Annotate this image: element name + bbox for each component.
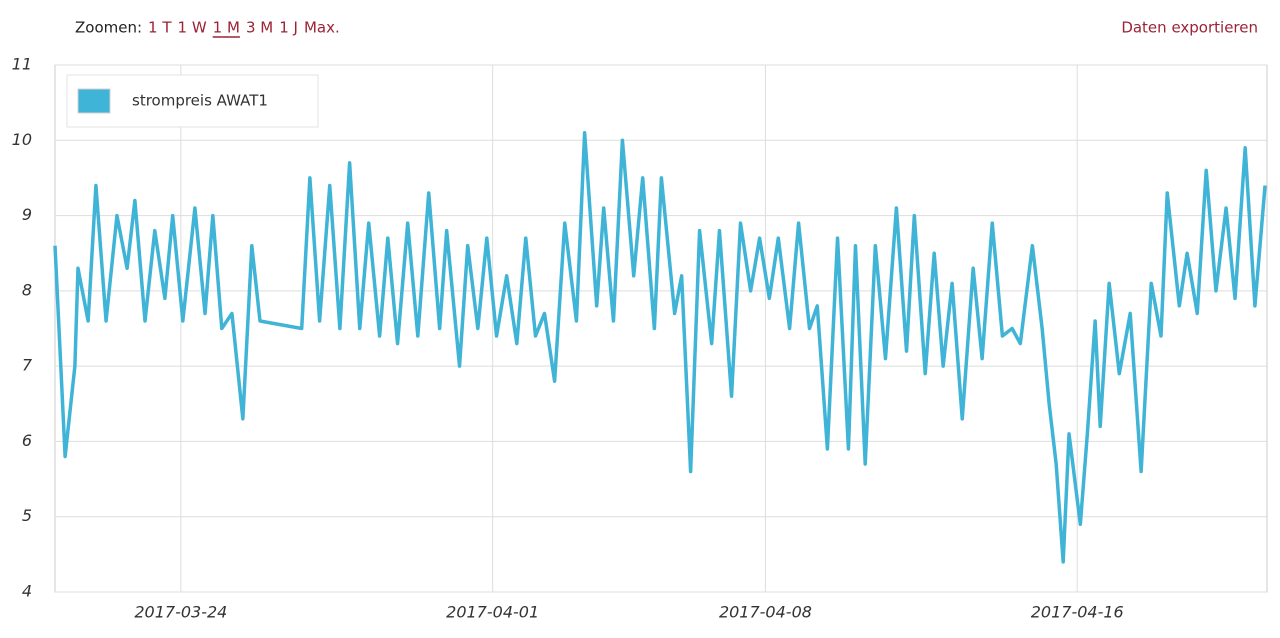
zoom-option[interactable]: 3 M (246, 19, 273, 37)
y-tick-label: 10 (12, 130, 32, 149)
zoom-label: Zoomen: (75, 19, 142, 37)
x-tick-label: 2017-04-01 (446, 603, 539, 622)
legend: strompreis AWAT1 (66, 74, 319, 128)
legend-swatch (77, 88, 111, 114)
y-tick-label: 4 (22, 582, 32, 601)
zoom-option[interactable]: Max. (304, 19, 340, 37)
zoom-option[interactable]: 1 M (213, 19, 240, 37)
x-tick-label: 2017-03-24 (134, 603, 227, 622)
y-tick-label: 5 (22, 506, 32, 525)
export-link[interactable]: Daten exportieren (1121, 19, 1258, 37)
y-tick-label: 11 (12, 55, 32, 74)
zoom-option[interactable]: 1 T (148, 19, 172, 37)
zoom-option[interactable]: 1 J (279, 19, 298, 37)
zoom-option[interactable]: 1 W (178, 19, 207, 37)
series-line (53, 131, 1267, 564)
y-tick-label: 9 (22, 205, 32, 224)
y-tick-label: 6 (22, 431, 32, 450)
x-tick-label: 2017-04-16 (1031, 603, 1124, 622)
x-tick-label: 2017-04-08 (719, 603, 812, 622)
y-tick-label: 7 (22, 356, 33, 375)
y-tick-label: 8 (22, 280, 32, 299)
plot-area (54, 64, 1268, 593)
legend-label: strompreis AWAT1 (132, 92, 268, 110)
